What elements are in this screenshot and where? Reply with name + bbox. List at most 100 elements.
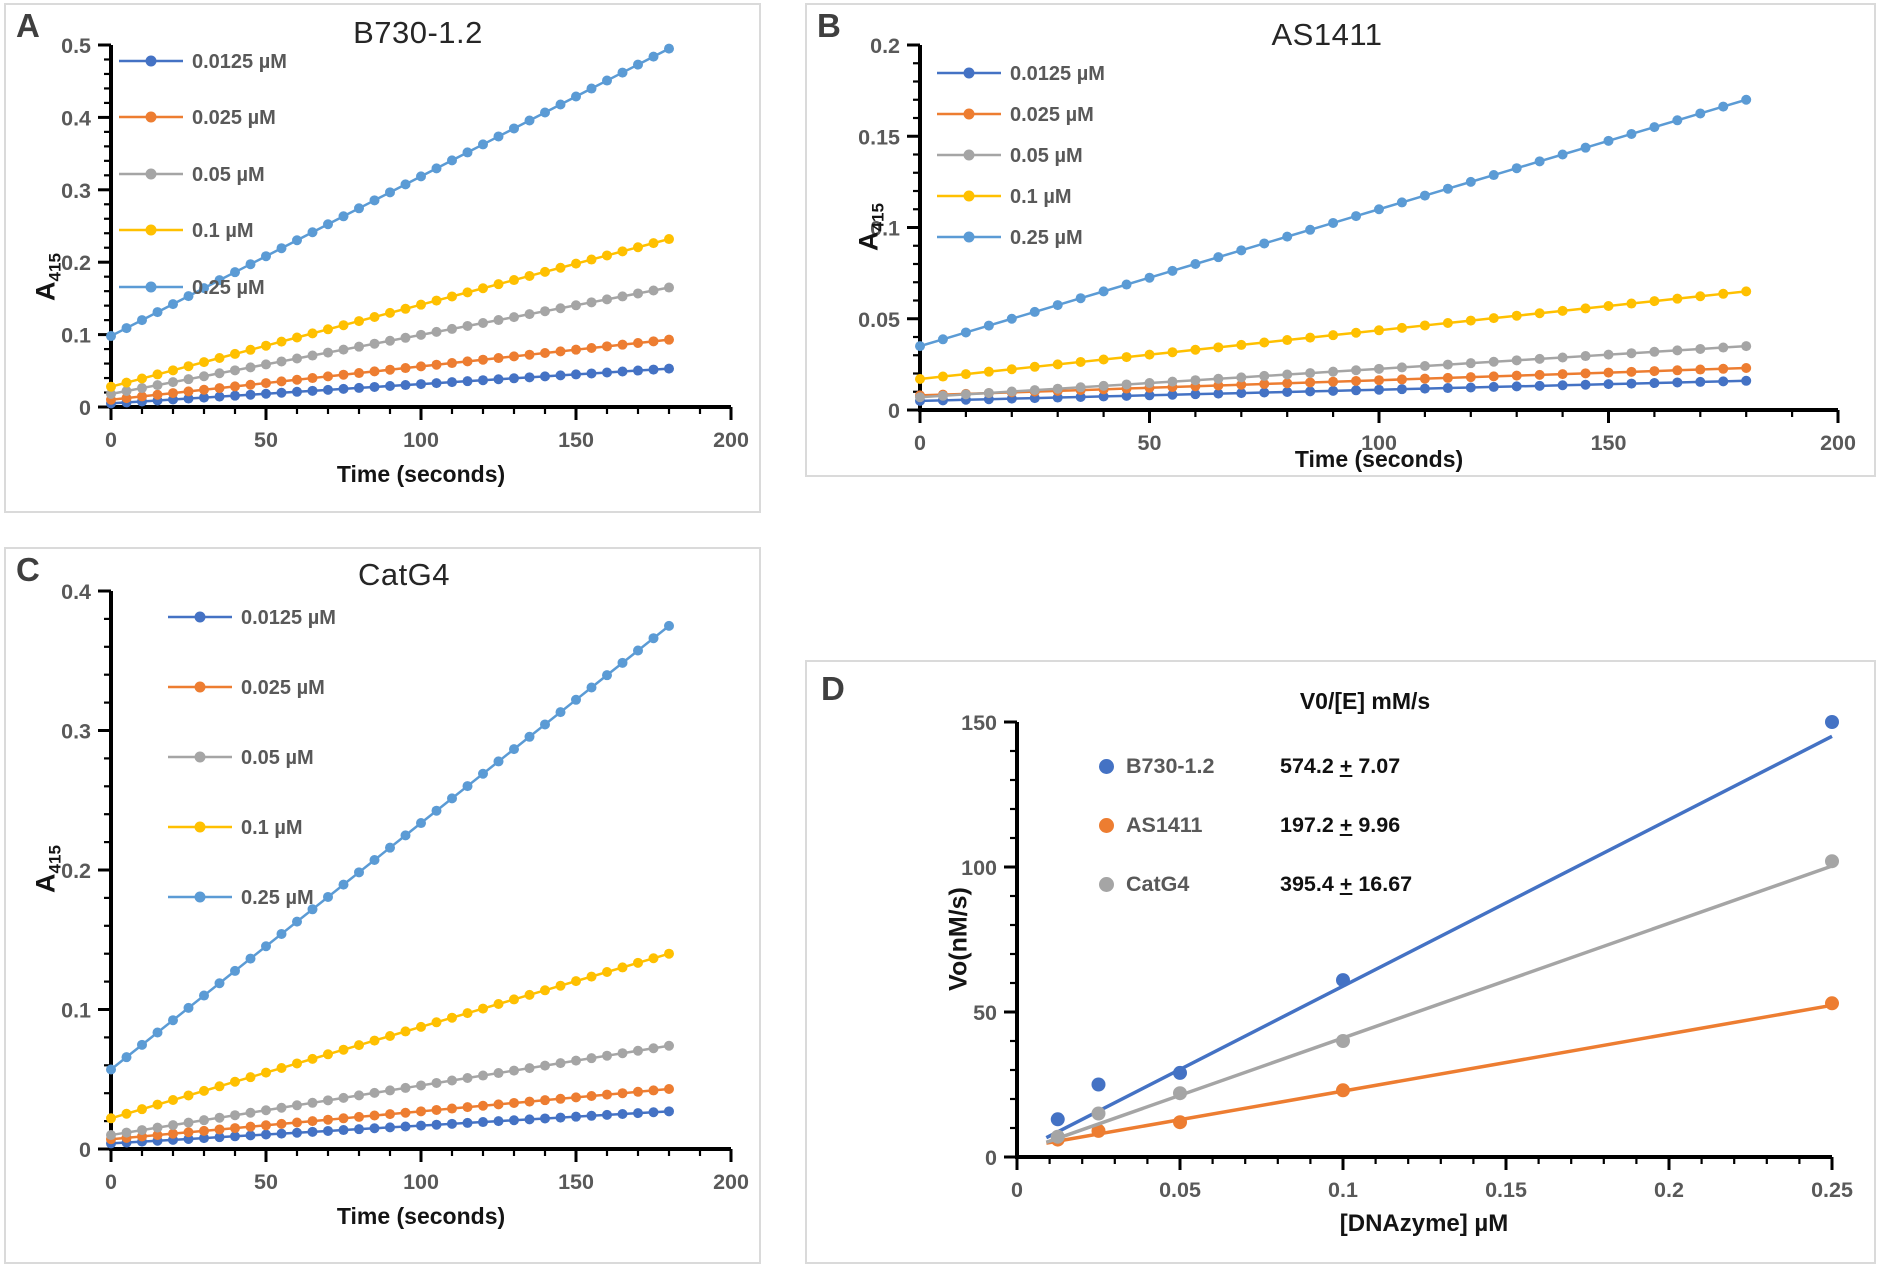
data-point bbox=[1305, 224, 1316, 235]
y-tick-label: 0.5 bbox=[61, 34, 91, 58]
y-axis-title-c: A415 bbox=[30, 845, 65, 893]
data-point bbox=[416, 818, 426, 829]
data-point bbox=[586, 368, 597, 379]
data-point bbox=[369, 1110, 380, 1121]
data-point bbox=[664, 334, 674, 345]
y-tick-label: 0.4 bbox=[61, 106, 91, 130]
data-point bbox=[602, 966, 612, 977]
data-point bbox=[1672, 377, 1683, 388]
data-point bbox=[571, 1092, 581, 1103]
data-point bbox=[1695, 376, 1706, 387]
data-point bbox=[245, 1121, 256, 1132]
data-point bbox=[602, 341, 612, 352]
series-0.05µM bbox=[106, 282, 674, 399]
data-point bbox=[199, 357, 209, 368]
data-point bbox=[106, 381, 116, 392]
data-point bbox=[664, 282, 674, 293]
data-point bbox=[462, 1008, 473, 1019]
series-0.05µM bbox=[106, 1040, 674, 1141]
data-point bbox=[1305, 332, 1316, 343]
data-point bbox=[478, 139, 488, 150]
data-point bbox=[1465, 382, 1476, 393]
x-tick-label: 150 bbox=[1591, 431, 1627, 455]
data-point bbox=[1098, 391, 1109, 402]
data-point bbox=[261, 378, 271, 389]
data-point bbox=[1259, 337, 1270, 348]
data-point bbox=[1488, 371, 1499, 382]
data-point bbox=[292, 916, 302, 927]
data-point bbox=[307, 1126, 318, 1137]
data-point bbox=[1336, 973, 1350, 988]
data-point bbox=[1603, 367, 1614, 378]
data-point bbox=[1336, 1083, 1350, 1098]
data-point bbox=[307, 904, 318, 915]
data-point bbox=[1741, 341, 1752, 352]
data-point bbox=[1695, 291, 1706, 302]
data-point bbox=[509, 312, 519, 323]
data-point bbox=[1167, 347, 1178, 358]
data-point bbox=[524, 309, 535, 320]
data-point bbox=[183, 1117, 194, 1128]
data-point bbox=[509, 123, 519, 134]
data-point bbox=[152, 380, 163, 391]
data-point bbox=[276, 1128, 287, 1139]
data-point bbox=[307, 1097, 318, 1108]
data-point bbox=[1580, 368, 1591, 379]
series-0.1µM bbox=[915, 286, 1752, 384]
data-point bbox=[1167, 389, 1178, 400]
data-point bbox=[183, 386, 194, 397]
data-point bbox=[261, 1067, 271, 1078]
series-0.1µM bbox=[106, 234, 674, 392]
data-point bbox=[1580, 303, 1591, 314]
data-point bbox=[462, 356, 473, 367]
data-point bbox=[540, 1060, 550, 1071]
data-point bbox=[354, 316, 364, 327]
data-point bbox=[400, 1082, 411, 1093]
data-point bbox=[230, 365, 240, 376]
data-point bbox=[1052, 300, 1063, 311]
data-point bbox=[1419, 190, 1430, 201]
data-point bbox=[1626, 378, 1637, 389]
data-point bbox=[1173, 1065, 1187, 1080]
data-point bbox=[245, 1072, 256, 1083]
data-point bbox=[602, 1050, 612, 1061]
data-point bbox=[400, 1107, 411, 1118]
data-point bbox=[323, 1125, 333, 1136]
x-tick-label: 200 bbox=[713, 428, 749, 452]
data-point bbox=[1173, 1086, 1187, 1101]
data-point bbox=[1419, 373, 1430, 384]
data-point bbox=[509, 744, 519, 755]
data-point bbox=[983, 320, 994, 331]
data-point bbox=[1695, 364, 1706, 375]
data-point bbox=[1626, 348, 1637, 359]
data-point bbox=[586, 971, 597, 982]
data-point bbox=[571, 1055, 581, 1066]
legend-item-label: 0.0125 µM bbox=[192, 51, 287, 73]
legend-item-label: 0.05 µM bbox=[192, 164, 265, 186]
data-point bbox=[261, 1120, 271, 1131]
data-point bbox=[400, 830, 411, 841]
legend-item-label: 0.05 µM bbox=[241, 747, 314, 769]
data-point bbox=[493, 998, 504, 1009]
data-point bbox=[1396, 374, 1407, 385]
data-point bbox=[602, 1109, 612, 1120]
data-point bbox=[323, 371, 333, 382]
data-point bbox=[493, 1116, 504, 1127]
data-point bbox=[168, 388, 178, 399]
series-AS1411 bbox=[1046, 996, 1839, 1147]
data-point bbox=[431, 326, 442, 337]
legend-swatch-marker bbox=[963, 108, 975, 120]
data-point bbox=[1029, 385, 1040, 396]
y-tick-label: 0.05 bbox=[858, 308, 900, 332]
data-point bbox=[199, 384, 209, 395]
y-tick-label: 0 bbox=[79, 1138, 91, 1162]
y-tick-label: 0.2 bbox=[870, 34, 900, 58]
y-axis-title-d: Vo(nM/s) bbox=[944, 887, 973, 991]
d-legend: B730-1.2 574.2 + 7.07 AS1411 197.2 + 9.96 Ca… bbox=[1099, 754, 1412, 897]
trend-line bbox=[1045, 864, 1833, 1144]
data-point bbox=[1259, 378, 1270, 389]
y-axis-title-c-sub: 415 bbox=[45, 845, 65, 874]
data-point bbox=[369, 195, 380, 206]
data-point bbox=[1672, 345, 1683, 356]
data-point bbox=[354, 1111, 364, 1122]
